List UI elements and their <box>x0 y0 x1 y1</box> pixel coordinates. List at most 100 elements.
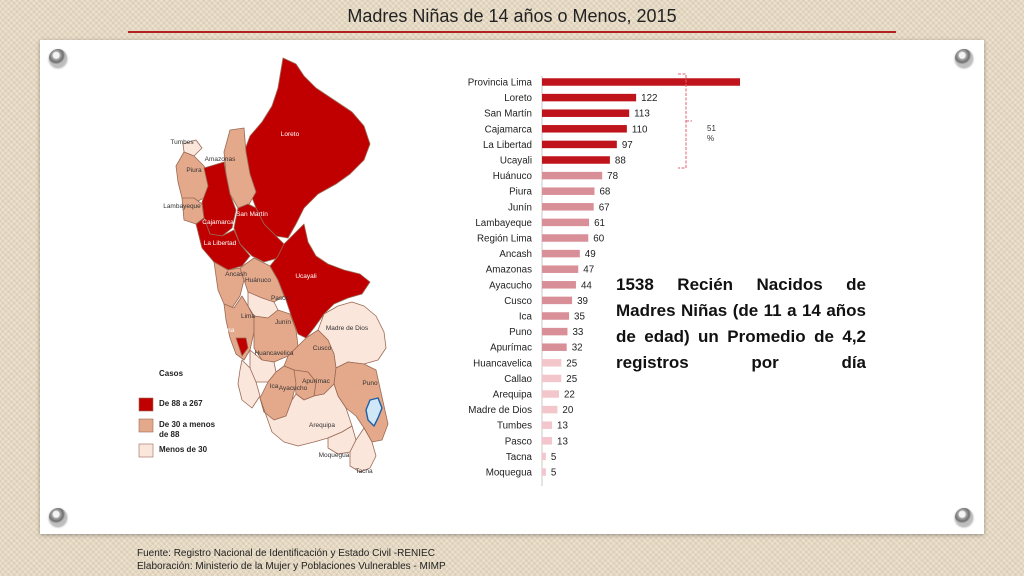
category-label: Pasco <box>505 436 533 447</box>
pin-icon <box>49 508 67 526</box>
value-label: 39 <box>577 296 588 307</box>
category-label: Huancavelica <box>473 358 532 369</box>
value-label: 67 <box>599 202 610 213</box>
category-label: Puno <box>509 327 532 338</box>
value-label: 113 <box>634 109 650 120</box>
region-label-huancavelica: Huancavelica <box>254 350 293 357</box>
region-label-madre-de-dios: Madre de Dios <box>326 325 369 332</box>
category-label: Huánuco <box>493 171 533 182</box>
value-label: 20 <box>562 405 573 416</box>
value-label: 88 <box>615 156 626 167</box>
bar-lambayeque <box>542 218 590 227</box>
region-ica <box>237 359 261 409</box>
legend-title: Casos <box>159 369 184 378</box>
category-label: Apurímac <box>490 343 532 354</box>
value-label: 5 <box>551 468 557 479</box>
category-label: Moquegua <box>486 468 533 479</box>
bar-huanuco <box>542 171 603 180</box>
region-ucayali <box>269 223 371 339</box>
title-divider <box>128 31 896 33</box>
category-label: Ica <box>519 312 533 323</box>
region-label-junin: Junín <box>275 319 291 326</box>
bar-apurimac <box>542 343 567 351</box>
category-label: Cusco <box>504 296 532 307</box>
value-label: 13 <box>557 421 568 432</box>
bar-region-lima <box>542 234 589 242</box>
value-label: 68 <box>599 187 610 198</box>
region-arequipa <box>259 383 353 447</box>
bar-provincia-lima <box>542 78 740 86</box>
region-label-san-martin: San Martín <box>236 211 268 218</box>
value-label: 122 <box>641 93 657 104</box>
region-label-tacna: Tacna <box>355 468 373 475</box>
category-label: Tumbes <box>497 421 532 432</box>
legend-label-mid: De 30 a menos de 88 <box>159 420 216 439</box>
region-label-ica: Ica <box>270 383 279 390</box>
bar-madre-de-dios <box>542 405 558 414</box>
bar-san-martin <box>542 109 630 117</box>
region-ancash <box>213 261 245 309</box>
bar-cajamarca <box>542 125 627 133</box>
value-label: 61 <box>594 218 605 229</box>
value-label: 5 <box>551 452 557 463</box>
value-label: 13 <box>557 436 568 447</box>
region-tacna <box>349 427 377 473</box>
region-label-tumbes: Tumbes <box>170 139 194 146</box>
bar-moquegua <box>542 468 546 476</box>
bar-amazonas <box>542 265 579 273</box>
legend-label-high: De 88 a 267 <box>159 399 203 408</box>
value-label: 47 <box>583 265 594 276</box>
value-label: 33 <box>572 327 583 338</box>
region-label-loreto: Loreto <box>281 131 300 138</box>
region-label-puno: Puno <box>362 380 378 387</box>
region-label-arequipa: Arequipa <box>309 422 335 429</box>
value-label: 110 <box>632 124 648 135</box>
pin-icon <box>49 49 67 67</box>
region-label-lambayeque: Lambayeque <box>163 203 201 210</box>
category-label: Loreto <box>504 93 532 104</box>
region-label-ayacucho: Ayacucho <box>279 385 308 392</box>
bar-tacna <box>542 452 546 461</box>
region-label-prov-lima: Prov. Lima <box>204 327 235 334</box>
pin-icon <box>955 508 973 526</box>
legend-swatch-high <box>138 397 154 412</box>
group-bracket <box>678 73 692 169</box>
share-annotation: 51 % <box>707 124 716 143</box>
category-label: Cajamarca <box>485 124 533 135</box>
bar-ucayali <box>542 156 610 164</box>
category-label: Provincia Lima <box>468 78 533 89</box>
value-label: 60 <box>593 234 604 245</box>
legend-label-low: Menos de 30 <box>159 445 208 454</box>
category-label: Tacna <box>506 452 533 463</box>
pin-icon <box>955 49 973 67</box>
region-label-ucayali: Ucayali <box>295 273 316 280</box>
page-title: Madres Niñas de 14 años o Menos, 2015 <box>347 6 677 26</box>
category-label: Lambayeque <box>475 218 532 229</box>
legend-swatch-mid <box>138 418 154 433</box>
bar-arequipa <box>542 390 559 398</box>
summary-text: 1538 Recién Nacidos de Madres Niñas (de … <box>616 275 866 372</box>
bar-junin <box>542 203 594 211</box>
region-prov-lima <box>235 337 249 357</box>
category-label: Amazonas <box>486 265 532 276</box>
bar-pasco <box>542 437 553 445</box>
footer: Fuente: Registro Nacional de Identificac… <box>137 547 446 573</box>
category-label: Región Lima <box>477 234 533 245</box>
category-label: Madre de Dios <box>468 405 532 416</box>
region-label-apurimac: Apurímac <box>302 378 331 385</box>
category-label: Callao <box>504 374 532 385</box>
category-label: Ucayali <box>500 156 532 167</box>
value-label: 49 <box>585 249 596 260</box>
category-label: Arequipa <box>493 390 533 401</box>
bar-huancavelica <box>542 359 562 367</box>
value-label: 78 <box>607 171 618 182</box>
value-label: 35 <box>574 312 585 323</box>
bar-cusco <box>542 296 573 305</box>
source-note: Fuente: Registro Nacional de Identificac… <box>137 548 435 559</box>
region-label-moquegua: Moquegua <box>319 452 350 459</box>
region-label-cajamarca: Cajamarca <box>202 219 234 226</box>
region-label-piura: Piura <box>186 167 202 174</box>
bar-callao <box>542 374 562 383</box>
lake-titicaca-shape <box>365 397 383 427</box>
region-label-pasco: Pasco <box>271 295 289 302</box>
